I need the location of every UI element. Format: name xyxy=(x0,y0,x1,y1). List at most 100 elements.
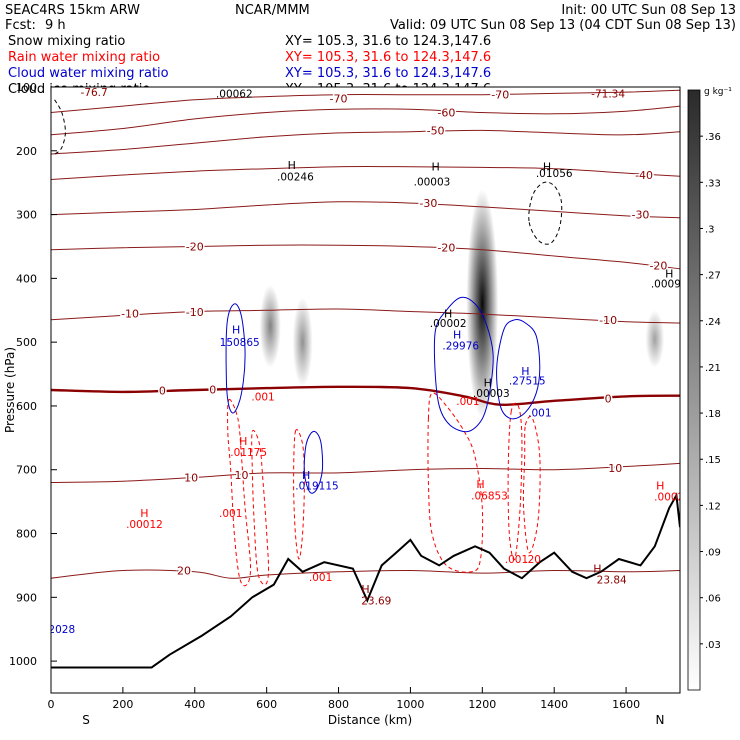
field-xy-range: XY= 105.3, 31.6 to 124.3,147.6 xyxy=(285,66,491,81)
snow-plume xyxy=(466,189,499,419)
x-tick-label: 400 xyxy=(184,698,205,711)
colorbar-tick-label: .21 xyxy=(705,363,721,374)
temperature-contour xyxy=(51,166,680,180)
high-marker: H xyxy=(593,563,601,576)
high-marker: H xyxy=(543,161,551,174)
field-xy-range: XY= 105.3, 31.6 to 124.3,147.6 xyxy=(285,50,491,65)
field-xy-range: XY= 105.3, 31.6 to 124.3,147.6 xyxy=(285,34,491,49)
max-value-label: .0002 xyxy=(654,492,684,504)
high-marker: H xyxy=(232,323,240,336)
y-tick-label: 900 xyxy=(16,591,37,604)
y-tick-label: 400 xyxy=(16,272,37,285)
max-value-label: .00062 xyxy=(216,88,253,100)
max-value-label: .00097 xyxy=(651,278,688,290)
x-tick-label: 1000 xyxy=(396,698,424,711)
temperature-contour xyxy=(51,385,680,406)
temperature-contour-label: 0 xyxy=(209,383,216,396)
x-tick-label: 0 xyxy=(48,698,55,711)
high-marker: H xyxy=(288,159,296,172)
cloud-water-contour xyxy=(496,319,541,420)
max-value-label: .00003 xyxy=(414,176,451,188)
temperature-contour-label: -70 xyxy=(330,92,348,105)
temperature-contour-label: -20 xyxy=(649,260,667,273)
high-marker: H xyxy=(361,583,369,596)
temperature-contour-label: -20 xyxy=(437,242,455,255)
max-value-label: .01056 xyxy=(536,168,573,180)
colorbar-tick-label: .18 xyxy=(705,409,721,420)
max-value-label: -76.7 xyxy=(81,87,108,99)
cloud-water-contour xyxy=(303,430,324,494)
high-marker: H xyxy=(239,435,247,448)
colorbar-unit: g kg⁻¹ xyxy=(704,87,732,97)
x-tick-label: 600 xyxy=(256,698,277,711)
field-name: Cloud water mixing ratio xyxy=(8,66,169,81)
forecast-label: Fcst: xyxy=(5,18,36,33)
max-value-label: .001 xyxy=(309,572,332,584)
rain-water-contour xyxy=(293,429,305,560)
temperature-contour-label: 0 xyxy=(605,392,612,405)
colorbar-tick-label: .33 xyxy=(705,178,721,189)
temperature-contour-label: -30 xyxy=(631,209,649,222)
temperature-contour-label: 10 xyxy=(184,471,198,484)
cloud-water-contour xyxy=(433,296,494,433)
plot-frame xyxy=(50,86,681,694)
max-value-label: .00012 xyxy=(126,519,163,531)
y-tick-label: 600 xyxy=(16,400,37,413)
high-marker: H xyxy=(140,507,148,520)
temperature-contour xyxy=(51,129,680,155)
high-marker: H xyxy=(665,267,673,280)
temperature-contour xyxy=(51,105,680,136)
max-value-label: 23.84 xyxy=(597,574,627,586)
max-value-label: .001 xyxy=(251,391,274,403)
max-value-label: .001 xyxy=(505,554,528,566)
temperature-contour-label: -10 xyxy=(599,314,617,327)
x-tick-label: 800 xyxy=(328,698,349,711)
temperature-contour-label: 0 xyxy=(159,385,166,398)
plot-area: -70 -70 -60 -50 -40 -30 -30 -20 -20 -20 -10 -10 -10 0… xyxy=(51,87,688,693)
temperature-contour-label: -50 xyxy=(427,124,445,137)
high-marker: H xyxy=(476,478,484,491)
temperature-contour-label: -10 xyxy=(121,307,139,320)
x-axis-left-end-label: S xyxy=(82,713,90,727)
temperature-contour-label: -10 xyxy=(186,306,204,319)
temperature-contour-label: 20 xyxy=(177,565,191,578)
max-value-label: -71.34 xyxy=(591,88,625,100)
colorbar-tick-label: .15 xyxy=(705,455,721,466)
snow-plume xyxy=(259,284,281,368)
temperature-contour-label: -40 xyxy=(635,169,653,182)
y-tick-label: 800 xyxy=(16,528,37,541)
temperature-contour-label: -70 xyxy=(491,89,509,102)
temperature-contour-label: -60 xyxy=(437,107,455,120)
forecast-value: 9 h xyxy=(45,18,66,33)
max-value-label: .001 xyxy=(219,508,242,520)
high-marker: H xyxy=(484,376,492,389)
temperature-contour-label: -30 xyxy=(419,197,437,210)
init-time: Init: 00 UTC Sun 08 Sep 13 xyxy=(561,3,736,18)
y-tick-label: 500 xyxy=(16,336,37,349)
max-value-label: .06853 xyxy=(471,490,508,502)
colorbar-scale xyxy=(687,89,701,691)
max-value-label: 150865 xyxy=(220,337,260,349)
temperature-contour-label: 10 xyxy=(234,469,248,482)
max-value-label: .20 xyxy=(524,554,541,566)
org-title: NCAR/MMM xyxy=(235,3,310,18)
cloud-ice-contour xyxy=(528,181,563,245)
high-marker: H xyxy=(444,307,452,320)
x-axis-right-end-label: N xyxy=(656,713,665,727)
x-axis-title: Distance (km) xyxy=(328,713,412,727)
colorbar-tick-label: .09 xyxy=(705,548,721,559)
temperature-contour xyxy=(51,201,680,219)
colorbar-tick-label: .3 xyxy=(705,224,715,235)
max-value-label: .00002 xyxy=(430,318,467,330)
temperature-contour xyxy=(51,308,680,324)
x-tick-label: 200 xyxy=(112,698,133,711)
x-tick-label: 1200 xyxy=(468,698,496,711)
y-tick-label: 1000 xyxy=(9,655,37,668)
colorbar-tick-label: .12 xyxy=(705,501,721,512)
temperature-contour xyxy=(51,89,680,113)
valid-time: Valid: 09 UTC Sun 08 Sep 13 (04 CDT Sun … xyxy=(390,18,736,33)
max-value-label: .29976 xyxy=(442,340,479,352)
cloud-water-contour xyxy=(225,303,246,414)
rain-water-contour xyxy=(251,429,270,586)
